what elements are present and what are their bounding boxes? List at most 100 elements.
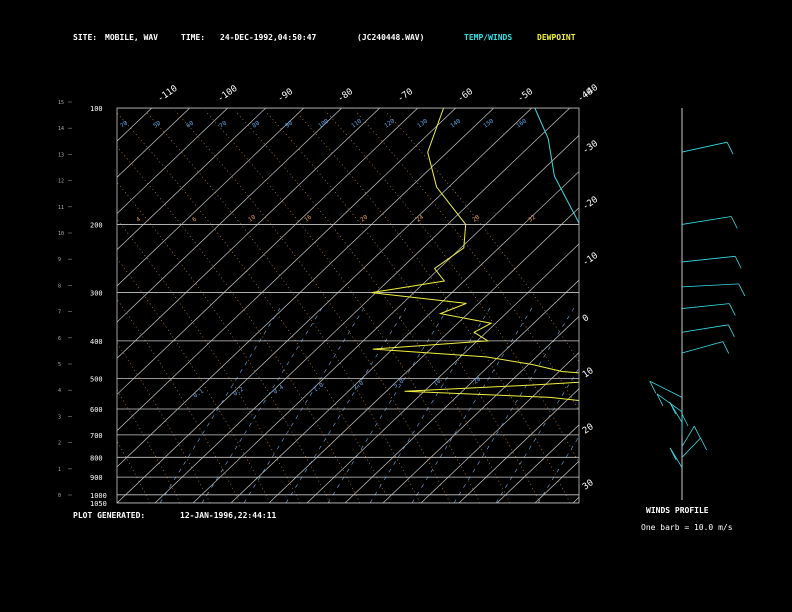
dry-adiabat	[234, 110, 511, 503]
wind-barb-flag	[728, 324, 735, 337]
dry-adiabat	[117, 218, 301, 503]
adiabat-label: 6	[191, 216, 198, 224]
wind-barb	[656, 393, 683, 413]
mixing-ratio-line	[495, 367, 579, 503]
pressure-tick-label: 100	[90, 105, 103, 113]
dry-adiabat	[354, 110, 579, 411]
top-temp-label: -90	[276, 87, 295, 105]
wind-barb	[681, 141, 728, 153]
right-temp-label: 10	[581, 366, 596, 380]
mixing-ratio-line	[369, 307, 491, 503]
right-temp-label: 30	[581, 478, 596, 492]
dry-adiabat	[117, 181, 331, 503]
mixing-ratio-line	[411, 307, 533, 503]
isotherm-line	[306, 243, 579, 503]
isotherm-line	[649, 108, 792, 503]
theta-label: 120	[383, 117, 396, 129]
isotherm-line	[117, 108, 532, 503]
isotherm-line	[344, 279, 579, 503]
dry-adiabat	[204, 110, 481, 503]
isotherm-line	[382, 315, 579, 503]
right-temp-label: -30	[581, 139, 600, 157]
isotherm-line	[117, 108, 418, 395]
theta-label: 100	[317, 117, 330, 129]
height-tick-label: 2	[58, 441, 61, 447]
top-temp-label: -80	[336, 87, 355, 105]
theta-label: 150	[482, 117, 495, 129]
height-tick-label: 8	[58, 283, 61, 289]
isotherm-line	[496, 424, 579, 503]
mixing-ratio-label: 0.2	[232, 385, 245, 397]
wind-barb-flag	[738, 283, 746, 297]
wind-barb-flag	[730, 216, 738, 229]
top-temp-label: -50	[516, 87, 535, 105]
right-temp-label: -20	[581, 195, 600, 213]
wind-barb	[681, 216, 732, 225]
isotherm-line	[458, 388, 579, 503]
isotherm-line	[117, 108, 342, 323]
site-label: SITE:	[73, 33, 98, 42]
isotherm-line	[117, 108, 380, 359]
right-temp-label: 0	[581, 313, 591, 324]
height-tick-label: 10	[58, 231, 64, 237]
pressure-tick-label: 700	[90, 432, 103, 440]
dry-adiabat	[117, 389, 181, 503]
wind-barb-flag	[681, 413, 689, 427]
height-tick-label: 13	[58, 152, 64, 158]
adiabat-label: 24	[415, 214, 425, 224]
isotherm-line	[0, 108, 76, 503]
theta-label: 160	[515, 117, 528, 129]
height-tick-label: 5	[58, 362, 61, 368]
pressure-tick-label: 600	[90, 406, 103, 414]
height-tick-label: 15	[58, 100, 64, 106]
pressure-tick-label: 200	[90, 221, 103, 229]
time-label: TIME:	[181, 33, 206, 42]
isotherm-line	[230, 171, 579, 503]
top-temp-label: -110	[156, 84, 180, 105]
isotherm-line	[117, 108, 304, 287]
mixing-ratio-label: 20	[472, 376, 482, 386]
wind-barb-flag	[669, 447, 677, 461]
mixing-ratio-label: 1.0	[312, 381, 325, 393]
mixing-ratio-line	[453, 307, 575, 503]
theta-label: 70	[218, 120, 228, 130]
adiabat-label: 32	[527, 214, 537, 224]
theta-label: 50	[152, 120, 162, 130]
wind-barb	[649, 380, 683, 398]
isotherm-line	[268, 207, 579, 503]
wind-barb-flag	[649, 381, 657, 394]
mixing-ratio-label: 2.0	[352, 379, 365, 391]
top-temp-label: -100	[216, 84, 240, 105]
plot-frame	[116, 107, 580, 504]
adiabat-label: 16	[303, 214, 313, 224]
theta-label: 70	[119, 120, 129, 130]
mixing-ratio-label: 10	[432, 378, 442, 388]
mixing-ratio-line	[285, 307, 407, 503]
wind-barb-flag	[722, 341, 730, 354]
pressure-tick-label: 1050	[90, 500, 107, 508]
adiabat-label: 4	[135, 216, 142, 224]
wind-barb	[681, 324, 729, 333]
wind-barb	[681, 283, 739, 288]
pressure-tick-label: 1000	[90, 492, 107, 500]
isotherm-line	[117, 108, 494, 468]
winds-profile-title: WINDS PROFILE	[646, 506, 709, 515]
plot-area	[0, 108, 792, 503]
dry-adiabat	[117, 146, 361, 503]
dry-adiabat	[384, 110, 579, 363]
wind-barb	[681, 303, 730, 309]
height-tick-label: 9	[58, 257, 61, 263]
dry-adiabat	[117, 298, 241, 503]
isotherm-line	[117, 108, 456, 432]
height-tick-label: 11	[58, 205, 64, 211]
isotherm-line	[117, 108, 266, 251]
mixing-ratio-label: 0.1	[192, 387, 205, 399]
pressure-tick-label: 800	[90, 454, 103, 462]
legend-temp: TEMP/WINDS	[464, 33, 513, 42]
height-tick-label: 14	[58, 126, 64, 132]
wind-barb-flag	[726, 142, 734, 155]
theta-label: 80	[251, 120, 261, 130]
winds-profile-note: One barb = 10.0 m/s	[641, 523, 733, 532]
file-name: (JC240448.WAV)	[357, 33, 425, 42]
